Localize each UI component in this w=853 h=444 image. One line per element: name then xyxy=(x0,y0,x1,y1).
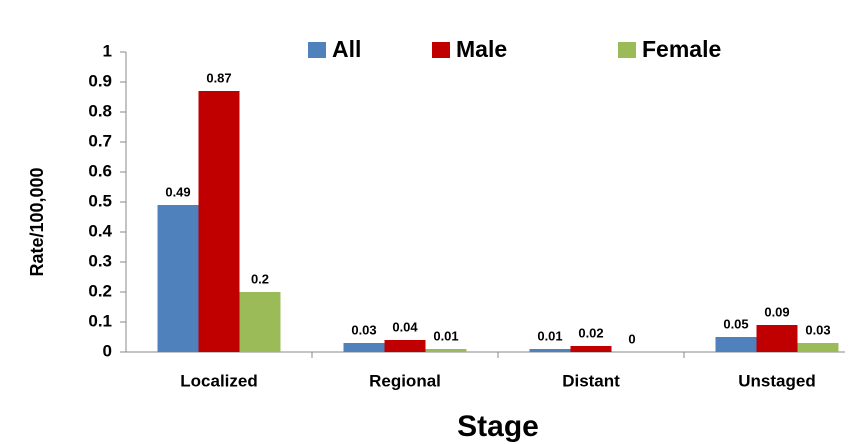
value-label: 0.87 xyxy=(206,70,231,85)
legend-swatch xyxy=(308,42,326,58)
bar xyxy=(239,292,281,352)
bar xyxy=(797,343,839,352)
y-tick-label: 0.4 xyxy=(88,221,112,240)
value-label: 0.04 xyxy=(392,319,418,334)
legend-swatch xyxy=(618,42,636,58)
value-label: 0.03 xyxy=(805,322,830,337)
value-label: 0.05 xyxy=(723,316,748,331)
y-tick-label: 1 xyxy=(103,41,112,60)
x-tick-label: Localized xyxy=(180,371,257,390)
value-label: 0.2 xyxy=(251,271,269,286)
y-tick-label: 0.3 xyxy=(88,251,112,270)
legend-label: All xyxy=(332,36,361,62)
value-label: 0.01 xyxy=(433,328,458,343)
y-tick-label: 0.5 xyxy=(88,191,112,210)
bar xyxy=(425,349,467,352)
y-tick-label: 0.8 xyxy=(88,101,112,120)
value-label: 0.49 xyxy=(165,184,190,199)
y-tick-label: 0.7 xyxy=(88,131,112,150)
value-label: 0.09 xyxy=(764,304,789,319)
value-label: 0.03 xyxy=(351,322,376,337)
legend-swatch xyxy=(432,42,450,58)
value-label: 0 xyxy=(628,331,635,346)
legend-label: Male xyxy=(456,36,507,62)
y-tick-label: 0.9 xyxy=(88,71,112,90)
bar xyxy=(715,337,757,352)
bar xyxy=(570,346,612,352)
bar xyxy=(343,343,385,352)
y-tick-label: 0 xyxy=(103,341,112,360)
x-tick-label: Unstaged xyxy=(738,371,815,390)
bar xyxy=(529,349,571,352)
bar xyxy=(198,91,240,352)
bar xyxy=(756,325,798,352)
legend-label: Female xyxy=(642,36,721,62)
value-label: 0.01 xyxy=(537,328,562,343)
y-tick-label: 0.2 xyxy=(88,281,112,300)
x-tick-label: Regional xyxy=(369,371,441,390)
bar xyxy=(157,205,199,352)
y-axis-label: Rate/100,000 xyxy=(27,167,47,276)
bar xyxy=(384,340,426,352)
y-tick-label: 0.1 xyxy=(88,311,112,330)
x-axis-label: Stage xyxy=(457,410,539,443)
y-tick-label: 0.6 xyxy=(88,161,112,180)
value-label: 0.02 xyxy=(578,325,603,340)
x-tick-label: Distant xyxy=(562,371,620,390)
